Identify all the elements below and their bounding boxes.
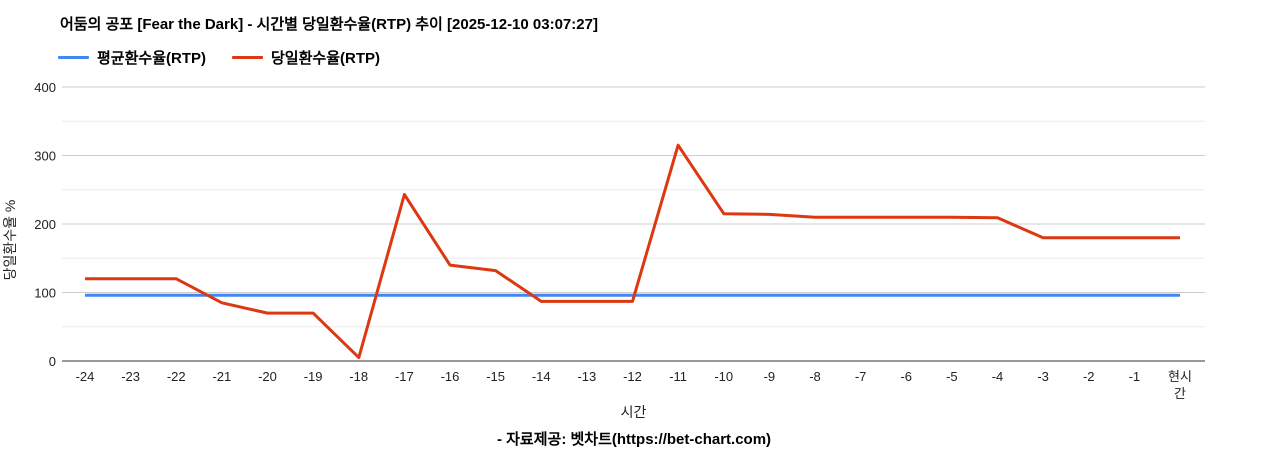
chart-legend: 평균환수율(RTP) 당일환수율(RTP) — [58, 47, 380, 68]
legend-item-average-rtp: 평균환수율(RTP) — [58, 47, 206, 68]
x-tick-label: -21 — [212, 369, 231, 384]
y-tick-label: 300 — [34, 149, 56, 164]
legend-line-swatch-daily — [232, 56, 263, 59]
x-tick-label: -11 — [669, 369, 687, 384]
x-tick-label: -4 — [992, 369, 1004, 384]
y-tick-label: 400 — [34, 80, 56, 95]
legend-label-daily: 당일환수율(RTP) — [271, 50, 380, 67]
x-tick-label: -20 — [258, 369, 277, 384]
x-tick-label: -22 — [167, 369, 186, 384]
x-tick-label: -3 — [1037, 369, 1049, 384]
legend-line-swatch-average — [58, 56, 89, 59]
x-tick-label: -24 — [76, 369, 95, 384]
y-tick-label: 100 — [34, 286, 56, 301]
x-tick-label: -7 — [855, 369, 867, 384]
x-tick-label: -17 — [395, 369, 414, 384]
x-tick-label: -16 — [441, 369, 460, 384]
x-tick-label: -6 — [900, 369, 912, 384]
x-axis-title: 시간 — [621, 404, 647, 420]
x-tick-label: -10 — [714, 369, 733, 384]
y-axis-title: 당일환수율 % — [2, 200, 18, 281]
x-tick-label: -18 — [349, 369, 368, 384]
x-tick-label: 현시 간 — [1168, 369, 1192, 401]
x-tick-label: -1 — [1129, 369, 1141, 384]
y-tick-label: 200 — [34, 217, 56, 232]
x-tick-label: -23 — [121, 369, 140, 384]
x-tick-label: -13 — [577, 369, 596, 384]
x-tick-label: -12 — [623, 369, 642, 384]
daily-rtp-line — [85, 143, 1180, 360]
x-tick-label: -19 — [304, 369, 323, 384]
legend-item-daily-rtp: 당일환수율(RTP) — [232, 47, 380, 68]
y-tick-label: 0 — [49, 354, 56, 369]
legend-label-average: 평균환수율(RTP) — [97, 50, 206, 67]
chart-title: 어둠의 공포 [Fear the Dark] - 시간별 당일환수율(RTP) … — [60, 16, 598, 33]
x-tick-label: -14 — [532, 369, 551, 384]
x-tick-label: -9 — [764, 369, 776, 384]
data-source-credit: - 자료제공: 벳차트(https://bet-chart.com) — [496, 431, 772, 448]
x-tick-label: -5 — [946, 369, 958, 384]
x-tick-label: -15 — [486, 369, 505, 384]
x-tick-label: -8 — [809, 369, 821, 384]
x-tick-label: -2 — [1083, 369, 1095, 384]
